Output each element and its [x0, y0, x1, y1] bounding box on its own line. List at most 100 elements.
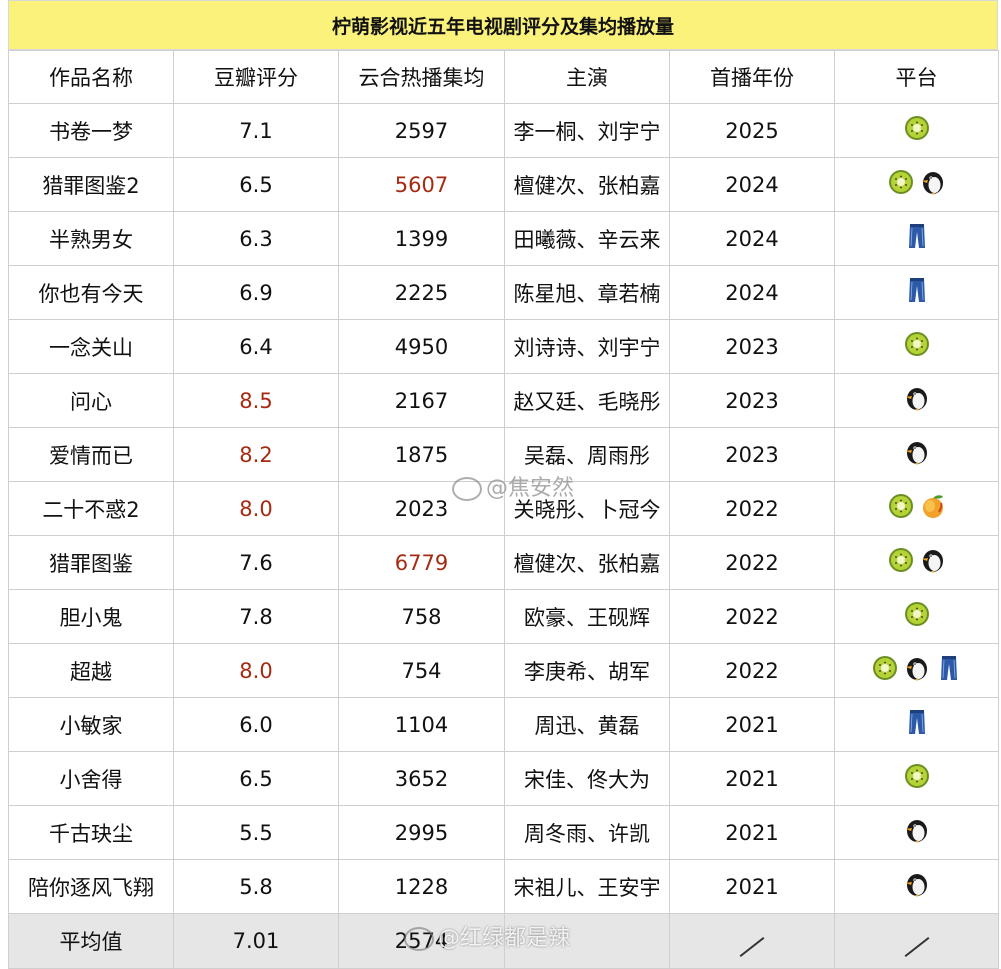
table-row: 胆小鬼 7.8 758 欧豪、王砚辉 2022 [8, 589, 999, 644]
col-header-plays: 云合热播集均 [338, 50, 505, 104]
platform-cell [834, 805, 999, 860]
cast-cell: 欧豪、王砚辉 [504, 589, 670, 644]
plays-cell: 4950 [338, 319, 505, 374]
rating-cell: 6.9 [173, 265, 339, 320]
title-cell: 猎罪图鉴 [8, 535, 174, 590]
title-cell: 猎罪图鉴2 [8, 157, 174, 212]
title-cell: 一念关山 [8, 319, 174, 374]
title-cell: 问心 [8, 373, 174, 428]
kiwi-icon [903, 330, 931, 358]
platform-cell [834, 211, 999, 266]
plays-cell: 5607 [338, 157, 505, 212]
platform-icons [903, 708, 931, 736]
cast-cell: 吴磊、周雨彤 [504, 427, 670, 482]
jeans-icon [903, 276, 931, 304]
kiwi-icon [903, 762, 931, 790]
penguin-icon [903, 870, 931, 898]
year-cell: 2022 [669, 589, 835, 644]
penguin-icon [903, 384, 931, 412]
average-platform-slash [834, 913, 999, 969]
plays-cell: 2225 [338, 265, 505, 320]
header-row: 作品名称 豆瓣评分 云合热播集均 主演 首播年份 平台 [8, 50, 999, 104]
plays-cell: 754 [338, 643, 505, 698]
rating-cell: 6.4 [173, 319, 339, 374]
platform-icons [871, 654, 963, 682]
platform-icons [903, 762, 931, 790]
col-header-platform: 平台 [834, 50, 999, 104]
plays-cell: 2023 [338, 481, 505, 536]
title-cell: 二十不惑2 [8, 481, 174, 536]
kiwi-icon [887, 546, 915, 574]
slash-mark [739, 936, 765, 958]
table-row: 陪你逐风飞翔 5.8 1228 宋祖儿、王安宇 2021 [8, 859, 999, 914]
rating-cell: 8.2 [173, 427, 339, 482]
average-label: 平均值 [8, 913, 174, 969]
plays-cell: 2597 [338, 103, 505, 158]
platform-cell [834, 427, 999, 482]
cast-cell: 赵又廷、毛晓彤 [504, 373, 670, 428]
platform-cell [834, 319, 999, 374]
year-cell: 2023 [669, 427, 835, 482]
table-body: 书卷一梦 7.1 2597 李一桐、刘宇宁 2025 猎罪图鉴2 6.5 5607 檀健次、张柏… [8, 103, 999, 914]
penguin-icon [903, 438, 931, 466]
year-cell: 2022 [669, 481, 835, 536]
table-row: 一念关山 6.4 4950 刘诗诗、刘宇宁 2023 [8, 319, 999, 374]
cast-cell: 宋祖儿、王安宇 [504, 859, 670, 914]
year-cell: 2022 [669, 535, 835, 590]
platform-cell [834, 103, 999, 158]
platform-cell [834, 481, 999, 536]
kiwi-icon [903, 600, 931, 628]
table-wrapper: 柠萌影视近五年电视剧评分及集均播放量 作品名称 豆瓣评分 云合热播集均 主演 首… [8, 0, 999, 969]
plays-cell: 1399 [338, 211, 505, 266]
platform-icons [903, 114, 931, 142]
average-row: 平均值 7.01 2574 [8, 913, 999, 969]
year-cell: 2021 [669, 697, 835, 752]
kiwi-icon [903, 114, 931, 142]
cast-cell: 李庚希、胡军 [504, 643, 670, 698]
platform-icons [887, 492, 947, 520]
platform-cell [834, 535, 999, 590]
average-year-slash [669, 913, 835, 969]
table-row: 半熟男女 6.3 1399 田曦薇、辛云来 2024 [8, 211, 999, 266]
platform-cell [834, 751, 999, 806]
platform-icons [887, 168, 947, 196]
platform-icons [903, 870, 931, 898]
platform-icons [903, 330, 931, 358]
table-row: 超越 8.0 754 李庚希、胡军 2022 [8, 643, 999, 698]
title-cell: 千古玦尘 [8, 805, 174, 860]
rating-cell: 6.5 [173, 157, 339, 212]
cast-cell: 宋佳、佟大为 [504, 751, 670, 806]
kiwi-icon [887, 168, 915, 196]
table-row: 猎罪图鉴 7.6 6779 檀健次、张柏嘉 2022 [8, 535, 999, 590]
title-cell: 陪你逐风飞翔 [8, 859, 174, 914]
title-cell: 半熟男女 [8, 211, 174, 266]
average-plays: 2574 [338, 913, 505, 969]
table-title: 柠萌影视近五年电视剧评分及集均播放量 [8, 0, 998, 50]
table-row: 二十不惑2 8.0 2023 关晓彤、卜冠今 2022 [8, 481, 999, 536]
jeans-icon [935, 654, 963, 682]
cast-cell: 关晓彤、卜冠今 [504, 481, 670, 536]
platform-icons [903, 276, 931, 304]
penguin-icon [919, 546, 947, 574]
title-cell: 你也有今天 [8, 265, 174, 320]
kiwi-icon [887, 492, 915, 520]
penguin-icon [903, 654, 931, 682]
platform-cell [834, 265, 999, 320]
platform-cell [834, 589, 999, 644]
platform-icons [903, 600, 931, 628]
cast-cell: 刘诗诗、刘宇宁 [504, 319, 670, 374]
plays-cell: 758 [338, 589, 505, 644]
platform-icons [903, 438, 931, 466]
plays-cell: 2995 [338, 805, 505, 860]
table-row: 你也有今天 6.9 2225 陈星旭、章若楠 2024 [8, 265, 999, 320]
cast-cell: 周迅、黄磊 [504, 697, 670, 752]
platform-icons [903, 222, 931, 250]
title-cell: 爱情而已 [8, 427, 174, 482]
jeans-icon [903, 708, 931, 736]
year-cell: 2021 [669, 751, 835, 806]
rating-cell: 8.0 [173, 481, 339, 536]
col-header-cast: 主演 [504, 50, 670, 104]
cast-cell: 周冬雨、许凯 [504, 805, 670, 860]
year-cell: 2021 [669, 805, 835, 860]
slash-mark [904, 936, 929, 958]
